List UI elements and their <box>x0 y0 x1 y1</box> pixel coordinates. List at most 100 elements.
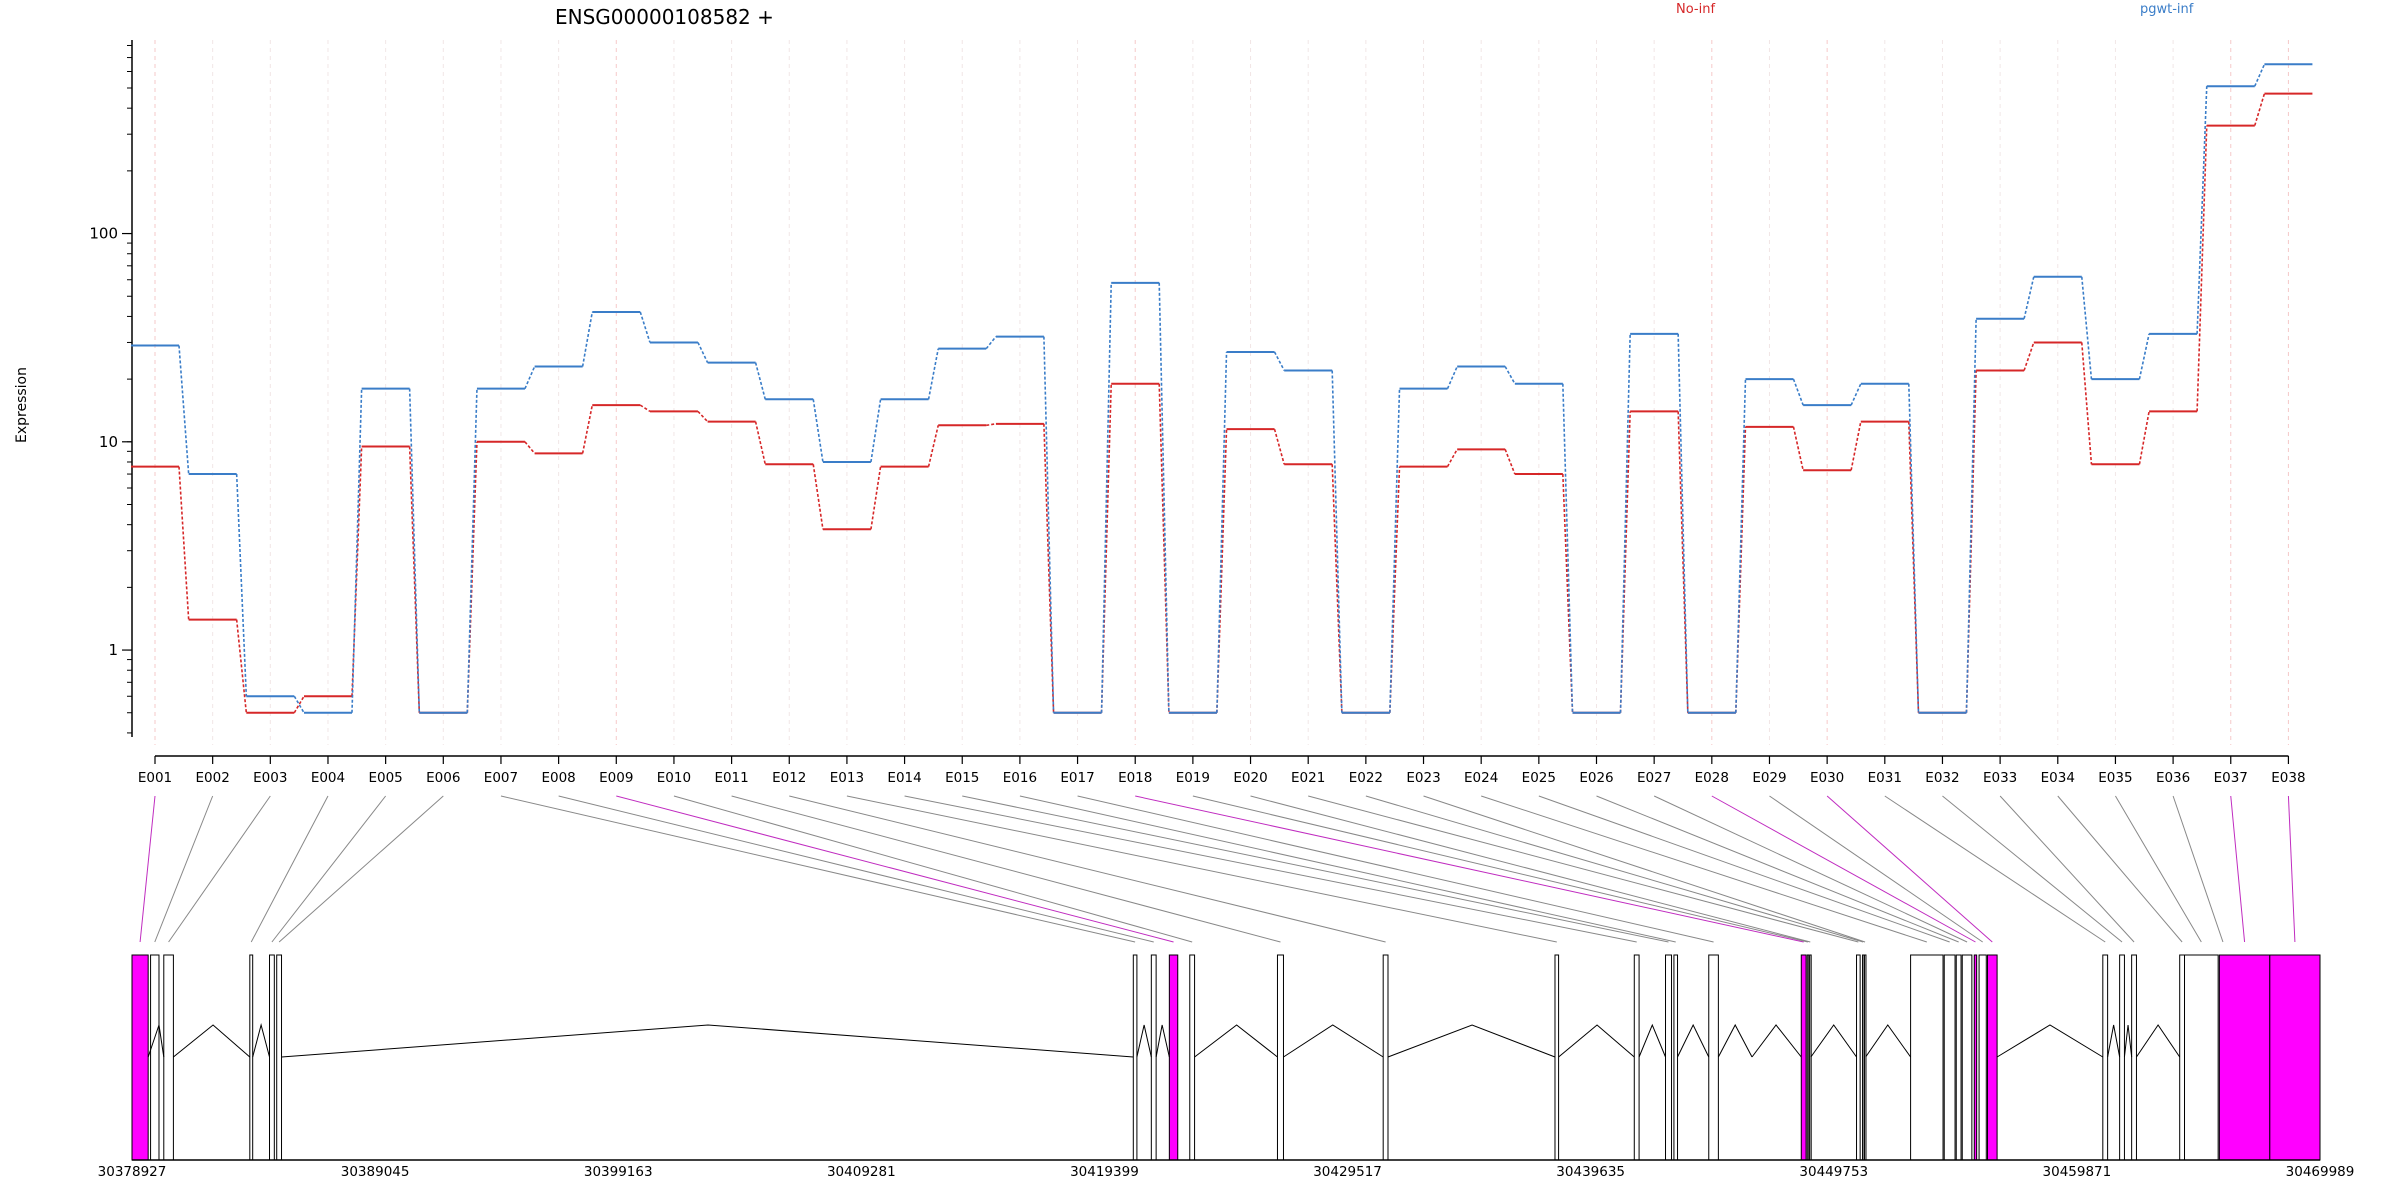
genome-tick-label: 30429517 <box>1313 1164 1382 1180</box>
exon-box <box>150 954 160 1161</box>
intron-line <box>173 1024 251 1058</box>
x-tick-label: E007 <box>484 770 518 786</box>
series-connector <box>1735 379 1747 713</box>
exon-connector <box>1942 795 2123 943</box>
exon-box <box>1809 954 1812 1161</box>
exon-box <box>1863 954 1867 1161</box>
genome-tick-label: 30459871 <box>2043 1164 2112 1180</box>
series-connector <box>1100 282 1113 713</box>
exon-connector <box>1365 795 1864 943</box>
exon-box <box>249 954 254 1161</box>
y-tick-label: 100 <box>89 225 118 243</box>
series-connector <box>1965 318 1977 713</box>
exon-box <box>1665 954 1673 1161</box>
exon-box <box>2131 954 2137 1161</box>
x-tick-label: E008 <box>541 770 575 786</box>
series-connector <box>1158 282 1170 713</box>
genome-tick-label: 30389045 <box>341 1164 410 1180</box>
series-connector <box>408 446 421 713</box>
exon-box <box>1862 954 1865 1161</box>
intron-line <box>1677 1023 1710 1058</box>
series-connector <box>812 399 824 463</box>
intron-line <box>1155 1024 1170 1058</box>
x-tick-label: E022 <box>1349 770 1383 786</box>
series-connector <box>1273 428 1285 465</box>
y-tick-label: 10 <box>99 433 118 451</box>
exon-connector <box>1423 795 1866 943</box>
series-connector <box>524 441 536 454</box>
series-connector <box>1216 351 1228 713</box>
intron-line <box>2107 1024 2121 1058</box>
series-connector <box>1850 421 1862 471</box>
y-axis-label: Expression <box>14 367 30 443</box>
series-connector <box>1792 426 1804 471</box>
intron-line <box>1558 1024 1635 1058</box>
x-tick-label: E006 <box>426 770 460 786</box>
exon-connector <box>2172 795 2224 943</box>
exon-box <box>1673 954 1679 1161</box>
exon-connector <box>1999 795 2135 943</box>
exon-connector <box>1077 795 1714 943</box>
genome-tick-label: 30419399 <box>1070 1164 1139 1180</box>
exon-connector <box>731 795 1281 943</box>
series-connector <box>1562 474 1574 713</box>
intron-line <box>1810 1024 1857 1058</box>
series-connector <box>1677 411 1689 713</box>
exon-connector <box>1481 795 1927 943</box>
series-connector <box>351 388 363 713</box>
legend-no-inf: No-inf <box>1676 2 1715 17</box>
series-connector <box>2254 63 2266 87</box>
series-connector <box>697 342 709 363</box>
x-tick-label: E016 <box>1003 770 1037 786</box>
exon-box <box>1910 954 1944 1161</box>
exon-box <box>1382 954 1389 1161</box>
series-pgwt-inf <box>131 63 2313 714</box>
intron-line <box>1283 1024 1384 1058</box>
series-connector <box>2023 342 2035 371</box>
x-tick-label: E019 <box>1176 770 1210 786</box>
genome-tick-label: 30378927 <box>98 1164 167 1180</box>
series-connector <box>1677 333 1689 713</box>
exon-box <box>1168 954 1179 1161</box>
exon-connector <box>1538 795 1950 943</box>
genome-tick-label: 30409281 <box>827 1164 896 1180</box>
series-connector <box>870 466 882 530</box>
exon-box <box>269 954 275 1161</box>
series-connector <box>1389 388 1401 713</box>
exon-box <box>2269 954 2321 1161</box>
genome-tick-label: 30439635 <box>1556 1164 1625 1180</box>
x-tick-label: E036 <box>2156 770 2190 786</box>
series-connector <box>697 410 709 423</box>
x-tick-label: E017 <box>1060 770 1094 786</box>
x-tick-label: E011 <box>714 770 748 786</box>
intron-line <box>1865 1024 1912 1058</box>
series-connector <box>351 446 363 697</box>
exon-connector <box>673 795 1193 943</box>
exon-connector <box>168 795 271 943</box>
series-connector <box>1850 383 1862 406</box>
series-connector <box>2080 276 2093 380</box>
series-connector <box>581 311 594 367</box>
exon-box <box>131 954 149 1161</box>
x-tick-label: E004 <box>311 770 345 786</box>
x-tick-label: E034 <box>2041 770 2075 786</box>
series-connector <box>235 619 248 713</box>
x-tick-label: E037 <box>2214 770 2248 786</box>
x-tick-label: E005 <box>368 770 402 786</box>
intron-line <box>252 1023 270 1058</box>
chart-title: ENSG00000108582 + <box>555 5 774 29</box>
series-connector <box>985 336 997 350</box>
series-connector <box>2196 86 2208 334</box>
exon-connector <box>2230 795 2246 943</box>
series-connector <box>235 474 248 697</box>
exon-connector <box>1826 795 1993 943</box>
x-tick-label: E015 <box>945 770 979 786</box>
series-connector <box>1504 449 1516 475</box>
exon-connector <box>616 795 1174 943</box>
x-tick-label: E030 <box>1810 770 1844 786</box>
exon-connector <box>2287 795 2296 943</box>
series-connector <box>1446 448 1458 468</box>
x-tick-label: E023 <box>1406 770 1440 786</box>
exon-connector <box>139 795 156 943</box>
